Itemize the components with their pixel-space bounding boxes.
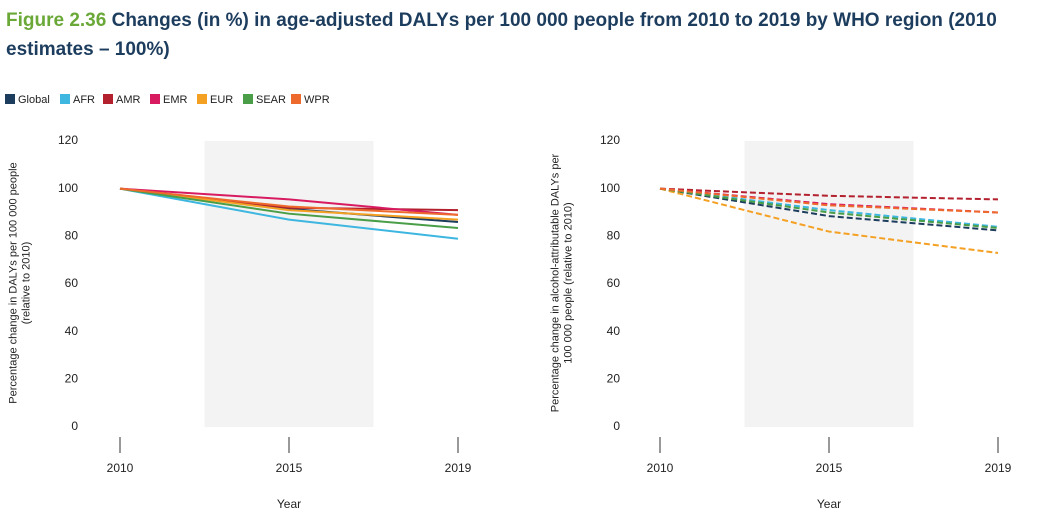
legend-swatch [291, 94, 301, 104]
legend-label: EMR [163, 94, 188, 106]
y-axis-label: 100 000 people (relative to 2010) [562, 202, 574, 363]
y-axis-label: Percentage change in DALYs per 100 000 p… [7, 162, 19, 403]
series-line [659, 187, 999, 201]
y-tick-label: 120 [58, 133, 78, 147]
legend-label: WPR [304, 94, 330, 106]
series-line [659, 187, 999, 232]
x-axis-label: Year [817, 497, 841, 511]
shaded-band [204, 141, 374, 427]
series-line [119, 187, 459, 229]
y-tick-label: 120 [600, 133, 620, 147]
y-tick-label: 60 [65, 276, 79, 290]
x-tick-label: 2010 [107, 461, 134, 475]
legend-label: Global [18, 94, 50, 106]
y-tick-label: 0 [613, 419, 620, 433]
series-line [119, 187, 459, 216]
legend-swatch [243, 94, 253, 104]
legend-swatch [60, 94, 70, 104]
series-line [119, 187, 459, 240]
y-tick-label: 100 [600, 181, 620, 195]
y-tick-label: 40 [607, 324, 621, 338]
legend-label: EUR [210, 94, 233, 106]
y-tick-label: 60 [607, 276, 621, 290]
y-axis-label: Percentage change in alcohol-attributabl… [549, 153, 561, 412]
y-tick-label: 40 [65, 324, 79, 338]
x-tick-label: 2015 [276, 461, 303, 475]
legend-label: AMR [116, 94, 141, 106]
y-tick-label: 20 [607, 372, 621, 386]
series-line [659, 187, 999, 214]
chart-title: Changes (in %) in age-adjusted DALYs per… [6, 10, 997, 60]
legend-swatch [5, 94, 15, 104]
series-line [659, 187, 999, 229]
x-tick-label: 2015 [816, 461, 843, 475]
y-tick-label: 80 [65, 229, 79, 243]
series-line [659, 187, 999, 255]
legend-swatch [150, 94, 160, 104]
x-tick-label: 2010 [647, 461, 674, 475]
y-axis-label: (relative to 2010) [20, 242, 32, 325]
figure-label: Figure 2.36 [6, 10, 107, 31]
y-tick-label: 20 [65, 372, 79, 386]
shaded-band [744, 141, 914, 427]
title-block: Figure 2.36 Changes (in %) in age-adjust… [6, 6, 1036, 64]
legend-label: AFR [73, 94, 95, 106]
legend-label: SEAR [256, 94, 286, 106]
series-line [119, 187, 459, 221]
x-tick-label: 2019 [985, 461, 1012, 475]
x-axis-label: Year [277, 497, 301, 511]
y-tick-label: 0 [71, 419, 78, 433]
y-tick-label: 100 [58, 181, 78, 195]
x-tick-label: 2019 [445, 461, 472, 475]
series-line [119, 187, 459, 216]
legend-swatch [197, 94, 207, 104]
legend-swatch [103, 94, 113, 104]
y-tick-label: 80 [607, 229, 621, 243]
